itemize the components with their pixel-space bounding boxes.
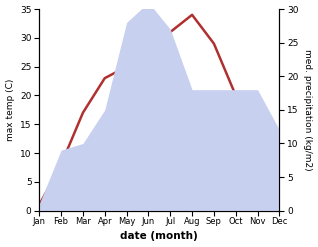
Y-axis label: med. precipitation (kg/m2): med. precipitation (kg/m2): [303, 49, 313, 171]
X-axis label: date (month): date (month): [121, 231, 198, 242]
Y-axis label: max temp (C): max temp (C): [5, 79, 15, 141]
